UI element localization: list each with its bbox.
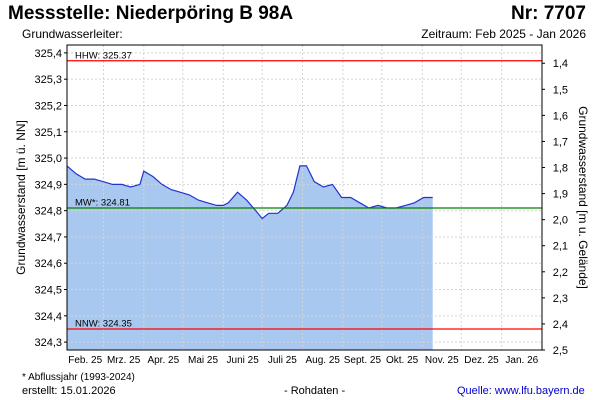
y-tick-label: 324,6: [34, 258, 62, 270]
x-tick-label: Aug. 25: [305, 355, 340, 366]
station-number: Nr: 7707: [511, 3, 586, 24]
x-tick-label: Nov. 25: [425, 355, 459, 366]
plot-frame: [66, 44, 543, 351]
y-tick-label: 325,4: [34, 48, 62, 60]
y-tick-label: 324,4: [34, 311, 62, 323]
x-tick-label: Juli 25: [268, 355, 297, 366]
water-level-area: [67, 165, 433, 350]
x-tick-label: Apr. 25: [147, 355, 179, 366]
source-link[interactable]: Quelle: www.lfu.bayern.de: [457, 385, 585, 397]
raw-data-note: - Rohdaten -: [284, 385, 346, 397]
y-tick-label: 324,3: [34, 337, 62, 349]
created-date: erstellt: 15.01.2026: [22, 385, 116, 397]
y-tick-label: 325,0: [34, 153, 62, 165]
y-right-tick-label: 2,1: [553, 241, 568, 253]
y-right-tick-label: 2,5: [553, 345, 568, 357]
y-right-tick-label: 2,0: [553, 215, 568, 227]
x-tick-label: Okt. 25: [386, 355, 419, 366]
y-tick-label: 325,3: [34, 74, 62, 86]
x-tick-label: Mrz. 25: [107, 355, 141, 366]
y-tick-label: 324,8: [34, 206, 62, 218]
y-right-tick-label: 2,2: [553, 267, 568, 279]
y-right-tick-label: 1,4: [553, 58, 568, 70]
x-tick-label: Juni 25: [227, 355, 260, 366]
y-right-tick-label: 1,8: [553, 163, 568, 175]
reference-label-2: NNW: 324.35: [75, 318, 132, 329]
period-label: Zeitraum: Feb 2025 - Jan 2026: [421, 27, 586, 41]
reference-label-0: HHW: 325.37: [75, 50, 132, 61]
water-level-line: [66, 165, 433, 220]
y-axis-right-title: Grundwasserstand [m u. Gelände]: [576, 106, 590, 289]
y-right-tick-label: 1,5: [553, 84, 568, 96]
y-tick-label: 325,2: [34, 100, 62, 112]
x-tick-label: Dez. 25: [464, 355, 499, 366]
y-tick-label: 324,5: [34, 285, 62, 297]
y-tick-label: 324,7: [34, 232, 62, 244]
y-axis-title: Grundwasserstand [m ü. NN]: [14, 120, 28, 275]
y-right-tick-label: 1,7: [553, 136, 568, 148]
x-tick-label: Sept. 25: [344, 355, 382, 366]
x-tick-label: Feb. 25: [68, 355, 102, 366]
page-title: Messstelle: Niederpöring B 98A: [8, 3, 294, 24]
y-tick-label: 324,9: [34, 179, 62, 191]
y-right-tick-label: 2,4: [553, 319, 568, 331]
y-right-tick-label: 1,6: [553, 110, 568, 122]
reference-label-1: MW*: 324.81: [75, 198, 130, 209]
x-tick-label: Jan. 26: [505, 355, 538, 366]
y-right-tick-label: 2,3: [553, 293, 568, 305]
footnote: * Abflussjahr (1993-2024): [22, 372, 135, 383]
x-tick-label: Mai 25: [188, 355, 218, 366]
aquifer-label: Grundwasserleiter:: [22, 27, 123, 41]
y-tick-label: 325,1: [34, 127, 62, 139]
y-right-tick-label: 1,9: [553, 189, 568, 201]
